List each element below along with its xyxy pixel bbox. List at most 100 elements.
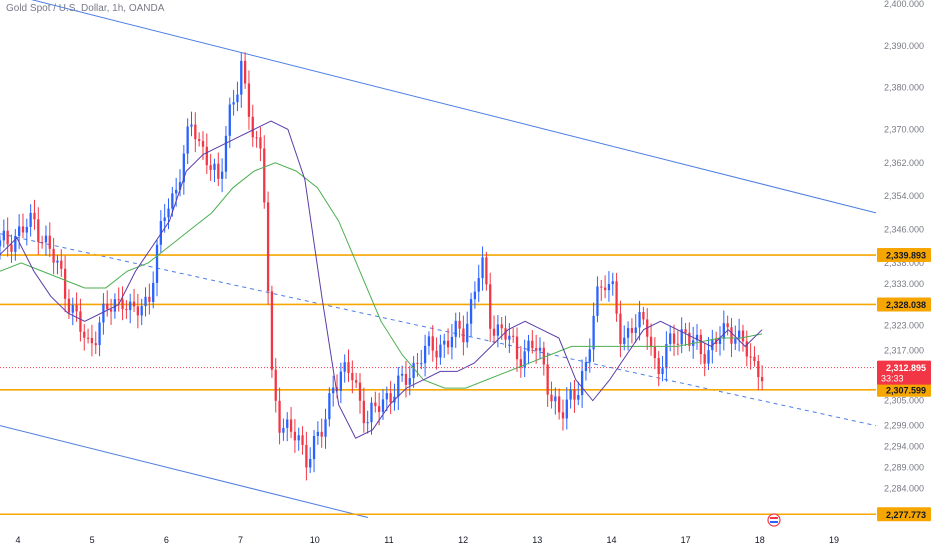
candle-body[interactable] xyxy=(259,137,262,149)
candle-body[interactable] xyxy=(385,393,388,400)
candle-body[interactable] xyxy=(178,182,182,190)
candle-body[interactable] xyxy=(492,328,496,336)
candle-body[interactable] xyxy=(29,212,32,227)
candle-body[interactable] xyxy=(332,387,335,394)
candle-body[interactable] xyxy=(408,378,411,385)
candle-body[interactable] xyxy=(132,301,136,307)
candle-body[interactable] xyxy=(688,332,691,346)
candle-body[interactable] xyxy=(649,336,653,347)
candle-body[interactable] xyxy=(737,330,741,339)
candle-body[interactable] xyxy=(148,296,151,302)
candle-body[interactable] xyxy=(228,104,231,136)
candle-body[interactable] xyxy=(247,83,251,117)
candle-body[interactable] xyxy=(278,400,281,433)
candle-body[interactable] xyxy=(462,328,465,343)
candle-body[interactable] xyxy=(217,163,220,179)
candle-body[interactable] xyxy=(6,230,9,245)
candle-body[interactable] xyxy=(175,189,178,194)
candle-body[interactable] xyxy=(48,235,51,249)
candle-body[interactable] xyxy=(358,382,362,401)
candle-body[interactable] xyxy=(454,320,457,337)
moving-average-long[interactable] xyxy=(0,162,763,389)
candle-body[interactable] xyxy=(297,435,300,441)
candle-body[interactable] xyxy=(504,328,507,340)
candle-body[interactable] xyxy=(680,329,683,345)
candle-body[interactable] xyxy=(378,406,381,412)
candle-body[interactable] xyxy=(489,284,492,329)
candle-body[interactable] xyxy=(167,208,170,218)
candle-body[interactable] xyxy=(209,165,212,170)
candle-body[interactable] xyxy=(634,327,637,333)
candle-body[interactable] xyxy=(328,393,331,420)
candle-body[interactable] xyxy=(527,340,530,352)
candle-body[interactable] xyxy=(546,364,549,395)
candle-body[interactable] xyxy=(397,375,400,397)
candle-body[interactable] xyxy=(282,427,285,433)
candle-body[interactable] xyxy=(243,60,247,84)
candle-body[interactable] xyxy=(665,344,668,369)
candle-body[interactable] xyxy=(320,431,323,437)
candle-body[interactable] xyxy=(52,248,55,263)
candle-body[interactable] xyxy=(757,361,760,378)
candle-body[interactable] xyxy=(251,116,254,138)
candle-body[interactable] xyxy=(355,380,358,383)
candle-body[interactable] xyxy=(140,306,143,316)
candle-body[interactable] xyxy=(305,444,308,468)
candle-body[interactable] xyxy=(44,235,48,243)
candle-body[interactable] xyxy=(71,304,74,313)
candle-body[interactable] xyxy=(201,141,205,147)
candle-body[interactable] xyxy=(94,343,97,346)
candle-body[interactable] xyxy=(542,347,545,365)
candle-body[interactable] xyxy=(63,268,67,299)
us-flag-icon[interactable] xyxy=(767,513,781,527)
candle-body[interactable] xyxy=(642,312,645,320)
candle-body[interactable] xyxy=(102,303,105,323)
candle-body[interactable] xyxy=(125,309,128,311)
candle-body[interactable] xyxy=(293,431,297,441)
candle-body[interactable] xyxy=(121,299,124,310)
candle-body[interactable] xyxy=(205,146,208,166)
candle-body[interactable] xyxy=(79,311,82,332)
candle-body[interactable] xyxy=(152,282,155,302)
candle-body[interactable] xyxy=(531,340,534,349)
candle-body[interactable] xyxy=(672,333,676,344)
candle-body[interactable] xyxy=(194,124,197,140)
candle-body[interactable] xyxy=(573,389,576,400)
candle-body[interactable] xyxy=(519,359,522,368)
candle-body[interactable] xyxy=(661,368,664,375)
candle-body[interactable] xyxy=(669,333,672,345)
candle-body[interactable] xyxy=(626,328,630,338)
candle-body[interactable] xyxy=(569,389,572,400)
candle-body[interactable] xyxy=(577,395,580,400)
candle-body[interactable] xyxy=(412,362,415,379)
candle-body[interactable] xyxy=(749,356,752,358)
candle-body[interactable] xyxy=(136,306,140,316)
candle-body[interactable] xyxy=(335,387,339,391)
candle-body[interactable] xyxy=(699,334,702,355)
candle-body[interactable] xyxy=(366,422,369,424)
candle-body[interactable] xyxy=(722,323,725,339)
candle-body[interactable] xyxy=(596,286,599,316)
candle-body[interactable] xyxy=(324,419,327,437)
candle-body[interactable] xyxy=(515,336,519,360)
candle-body[interactable] xyxy=(266,202,270,292)
candle-body[interactable] xyxy=(535,348,538,351)
candle-body[interactable] xyxy=(653,346,657,359)
candle-body[interactable] xyxy=(423,345,427,364)
candle-body[interactable] xyxy=(512,335,515,337)
candle-body[interactable] xyxy=(270,291,274,370)
candle-body[interactable] xyxy=(745,341,748,357)
candle-body[interactable] xyxy=(485,257,488,285)
candle-body[interactable] xyxy=(14,235,17,252)
candle-body[interactable] xyxy=(730,327,733,344)
candle-body[interactable] xyxy=(443,340,446,345)
candle-body[interactable] xyxy=(255,137,258,139)
candle-body[interactable] xyxy=(630,328,634,333)
candle-body[interactable] xyxy=(538,347,542,351)
candle-body[interactable] xyxy=(286,419,289,428)
candle-body[interactable] xyxy=(707,350,710,364)
candle-body[interactable] xyxy=(232,102,235,105)
candle-body[interactable] xyxy=(565,399,568,419)
moving-average-short[interactable] xyxy=(0,120,763,439)
